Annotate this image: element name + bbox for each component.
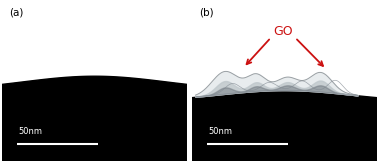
Text: 50nm: 50nm: [208, 127, 232, 136]
Text: 50nm: 50nm: [19, 127, 42, 136]
Text: GO: GO: [273, 25, 293, 38]
Text: (a): (a): [9, 7, 24, 17]
Text: (b): (b): [199, 7, 214, 17]
